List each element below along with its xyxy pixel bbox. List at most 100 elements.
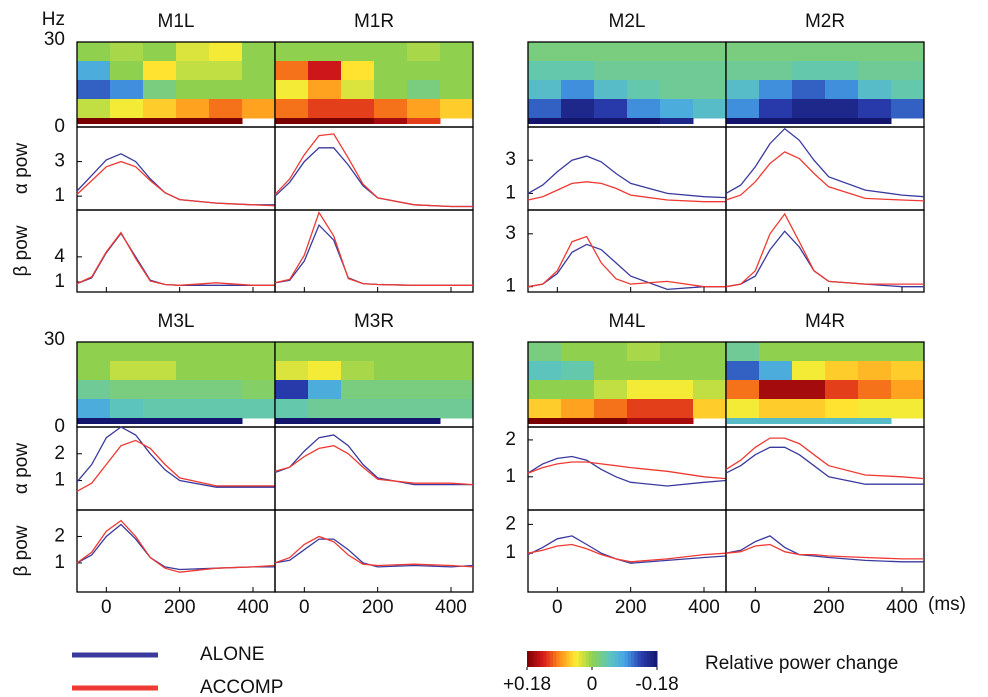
heatmap-cell: [110, 99, 144, 119]
heatmap-cell: [660, 399, 694, 419]
heatmap-cell: [242, 342, 276, 362]
heatmap-cell: [792, 399, 826, 419]
significance-cell: [726, 418, 760, 424]
curve: [725, 437, 925, 480]
heatmap-cell: [407, 342, 441, 362]
heatmap-cell: [110, 61, 144, 81]
heatmap-cell: [374, 61, 408, 81]
colorbar-label: Relative power change: [705, 653, 898, 674]
y-axis-label: α pow: [11, 443, 32, 494]
heatmap-cell: [374, 342, 408, 362]
significance-cell: [528, 418, 562, 424]
heatmap-cell: [825, 361, 859, 381]
colorbar-segment: [585, 651, 590, 667]
heatmap-cell: [528, 342, 562, 362]
heatmap-cell: [275, 61, 309, 81]
heatmap-cell: [242, 99, 276, 119]
heatmap-cell: [242, 361, 276, 381]
heatmap-cell: [528, 361, 562, 381]
colorbar-segment: [601, 651, 606, 667]
heatmap-cell: [209, 399, 243, 419]
colorbar-segment: [562, 651, 567, 667]
y-tick-label: 2: [505, 429, 516, 450]
heatmap-cell: [594, 99, 628, 119]
curve: [527, 243, 726, 291]
heatmap-cell: [528, 61, 562, 81]
panel-title: M2L: [609, 11, 646, 32]
heatmap-cell: [594, 399, 628, 419]
heatmap-cell: [110, 380, 144, 400]
heatmap-cell: [858, 99, 892, 119]
x-tick-label: 200: [362, 597, 394, 618]
heatmap-cell: [660, 342, 694, 362]
colorbar-segment: [650, 651, 655, 667]
curve: [274, 538, 474, 568]
colorbar-segment: [614, 651, 619, 667]
heatmap-cell: [561, 342, 595, 362]
significance-cell: [858, 418, 892, 424]
x-tick-label: 0: [101, 597, 112, 618]
heatmap-cell: [209, 361, 243, 381]
heatmap-cell: [627, 61, 661, 81]
heatmap-cell: [341, 42, 375, 62]
heatmap-cell: [792, 380, 826, 400]
heatmap-cell: [594, 80, 628, 100]
colorbar-segment: [595, 651, 599, 667]
x-unit: (ms): [928, 594, 966, 615]
colorbar-segment: [540, 651, 544, 667]
heatmap-cell: [176, 99, 210, 119]
significance-cell: [407, 418, 441, 424]
colorbar-segment: [543, 651, 547, 667]
heatmap-cell: [858, 342, 892, 362]
heatmap-cell: [627, 80, 661, 100]
heatmap-cell: [440, 361, 474, 381]
heatmap-cell: [407, 380, 441, 400]
heatmap-cell: [374, 399, 408, 419]
heatmap-cell: [77, 61, 111, 81]
heatmap-cell: [792, 342, 826, 362]
heatmap-cell: [407, 399, 441, 419]
heatmap-cell: [308, 380, 342, 400]
freq-unit: Hz: [42, 9, 65, 30]
heatmap-cell: [693, 61, 727, 81]
heatmap-cell: [792, 361, 826, 381]
heatmap-cell: [308, 80, 342, 100]
colorbar-segment: [608, 651, 612, 667]
y-tick-label: 1: [54, 185, 65, 206]
heatmap-cell: [627, 380, 661, 400]
heatmap-cell: [341, 399, 375, 419]
heatmap-cell: [440, 99, 474, 119]
y-tick-label: 3: [54, 151, 65, 172]
heatmap-cell: [308, 61, 342, 81]
panel-title: M3L: [158, 311, 195, 332]
heatmap-cell: [825, 61, 859, 81]
significance-cell: [275, 418, 309, 424]
colorbar-segment: [621, 651, 625, 667]
heatmap-cell: [759, 80, 793, 100]
heatmap-cell: [308, 399, 342, 419]
curve: [274, 211, 473, 286]
curve: [725, 230, 924, 288]
y-tick-label: 1: [505, 542, 516, 563]
heatmap-cell: [594, 380, 628, 400]
panel-title: M1R: [354, 11, 394, 32]
heatmap-cell: [594, 42, 628, 62]
significance-cell: [176, 418, 210, 424]
heatmap-cell: [759, 380, 793, 400]
significance-cell: [627, 418, 661, 424]
curve: [76, 439, 275, 492]
y-tick-label: 2: [54, 443, 65, 464]
curve: [76, 160, 276, 207]
heatmap-cell: [209, 42, 243, 62]
heatmap-cell: [561, 99, 595, 119]
heatmap-cell: [825, 80, 859, 100]
curve: [725, 151, 925, 202]
y-tick-label: 1: [54, 470, 65, 491]
curve: [725, 212, 924, 288]
heatmap-cell: [341, 80, 375, 100]
colorbar-segment: [566, 651, 570, 667]
heatmap-cell: [594, 61, 628, 81]
heatmap-cell: [209, 99, 243, 119]
heatmap-cell: [726, 61, 760, 81]
significance-cell: [374, 118, 408, 124]
